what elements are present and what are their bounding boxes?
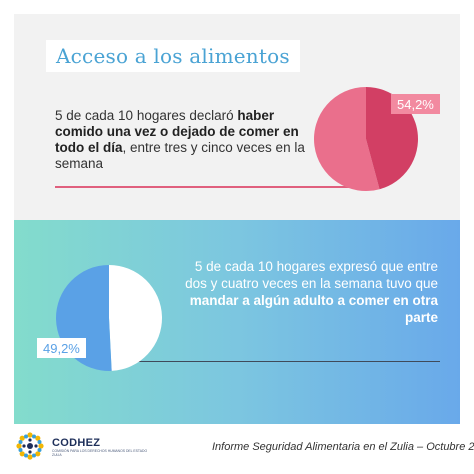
title-box: Acceso a los alimentos <box>46 40 300 72</box>
top-pie-chart <box>314 87 418 191</box>
top-statement-bold: haber comido una vez o dejado de comer e… <box>55 108 299 155</box>
top-divider-line <box>55 186 367 188</box>
report-caption: Informe Seguridad Alimentaria en el Zuli… <box>212 441 474 453</box>
top-statement: 5 de cada 10 hogares declaró haber comid… <box>55 108 320 172</box>
bottom-divider-line <box>118 361 440 362</box>
org-name: CODHEZ <box>52 437 101 449</box>
pie-slice-primary <box>109 265 162 371</box>
bottom-statement-bold: mandar a algún adulto a comer en otra pa… <box>189 293 438 325</box>
top-statement-intro: 5 de cada 10 hogares declaró <box>55 108 238 123</box>
bottom-percentage-label: 49,2% <box>37 338 86 358</box>
pie-slice-primary <box>314 87 380 191</box>
org-subtitle: Comisión para los Derechos Humanos del E… <box>52 449 148 457</box>
footer <box>0 424 474 474</box>
section-title: Acceso a los alimentos <box>56 44 290 68</box>
bottom-statement: 5 de cada 10 hogares expresó que entre d… <box>170 258 438 326</box>
codhez-logo-icon <box>16 432 44 460</box>
top-percentage-label: 54,2% <box>391 94 440 114</box>
top-statement-outro: , entre tres y cinco veces en la semana <box>55 140 305 171</box>
bottom-statement-intro: 5 de cada 10 hogares expresó que entre d… <box>185 259 438 291</box>
